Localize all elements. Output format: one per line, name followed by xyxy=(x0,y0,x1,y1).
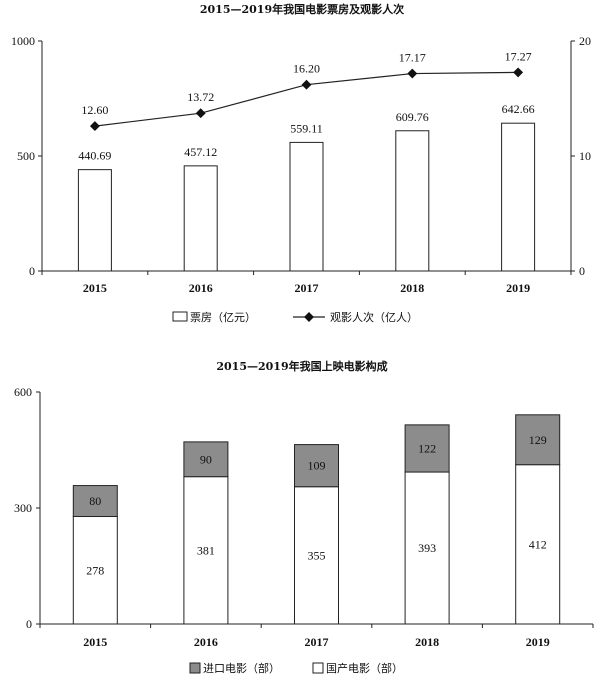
legend-imported-swatch xyxy=(189,662,201,674)
chart2-x-tick-label: 2018 xyxy=(415,635,439,649)
domestic-films-data-label: 381 xyxy=(197,543,215,557)
domestic-films-bar xyxy=(404,471,450,625)
legend-domestic-label: 国产电影（部） xyxy=(326,661,403,675)
box-office-bar xyxy=(395,130,430,272)
imported-films-bar xyxy=(72,485,118,518)
legend-imported-label: 进口电影（部） xyxy=(203,661,280,675)
imported-films-bar xyxy=(515,414,561,466)
attendance-data-label: 17.17 xyxy=(399,51,426,65)
box-office-bar xyxy=(289,141,324,272)
chart1-x-tick-label: 2017 xyxy=(295,281,319,295)
chart2-y-tick-label: 0 xyxy=(26,617,32,631)
chart2-x-tick-label: 2015 xyxy=(83,635,107,649)
chart1-x-tick-label: 2018 xyxy=(400,281,424,295)
domestic-films-data-label: 393 xyxy=(418,541,436,555)
chart2-y-tick-label: 300 xyxy=(14,501,32,515)
imported-films-bar xyxy=(294,444,339,488)
chart1-left-tick-label: 1000 xyxy=(11,34,35,48)
attendance-point xyxy=(195,108,206,119)
chart2-title: 2015—2019年我国上映电影构成 xyxy=(216,359,387,373)
box-office-bar xyxy=(77,169,112,272)
imported-films-data-label: 129 xyxy=(529,433,547,447)
attendance-point xyxy=(89,121,100,132)
domestic-films-bar xyxy=(515,464,561,625)
imported-films-data-label: 90 xyxy=(200,452,212,466)
chart1-x-tick-label: 2019 xyxy=(506,281,530,295)
chart2-x-tick-label: 2019 xyxy=(526,635,550,649)
attendance-data-label: 12.60 xyxy=(81,103,108,117)
legend-domestic-swatch xyxy=(312,662,324,674)
domestic-films-data-label: 412 xyxy=(529,537,547,551)
box-office-data-label: 642.66 xyxy=(502,102,535,116)
imported-films-data-label: 122 xyxy=(418,441,436,455)
domestic-films-bar xyxy=(72,516,118,625)
domestic-films-data-label: 278 xyxy=(86,563,104,577)
chart2-x-tick-label: 2017 xyxy=(305,635,329,649)
attendance-point xyxy=(513,67,524,78)
domestic-films-data-label: 355 xyxy=(308,548,326,562)
box-office-data-label: 609.76 xyxy=(396,110,429,124)
chart2-plot: 0 300 600 2015 2016 2017 2018 2019 278 80 381 90 355… xyxy=(14,385,594,649)
chart2-x-tick-label: 2016 xyxy=(194,635,218,649)
chart2-legend: 进口电影（部） 国产电影（部） xyxy=(189,661,403,675)
box-office-data-label: 440.69 xyxy=(78,149,111,163)
chart1-right-tick-label: 10 xyxy=(579,149,591,163)
attendance-point xyxy=(407,68,418,79)
chart1-legend: 票房（亿元） 观影人次（亿人） xyxy=(172,310,418,324)
chart1-left-tick-label: 0 xyxy=(29,264,35,278)
chart1-left-tick-label: 500 xyxy=(17,149,35,163)
box-office-data-label: 559.11 xyxy=(290,121,323,135)
imported-films-bar xyxy=(183,441,229,478)
chart1-plot: 0 500 1000 0 10 20 2015 2016 2017 2018 2019 440.69 4… xyxy=(11,34,591,295)
chart1-x-tick-label: 2015 xyxy=(83,281,107,295)
box-office-bar xyxy=(183,165,218,272)
chart1-right-tick-label: 20 xyxy=(579,34,591,48)
chart1-title: 2015—2019年我国电影票房及观影人次 xyxy=(200,2,404,16)
box-office-bar xyxy=(501,122,536,272)
box-office-data-label: 457.12 xyxy=(184,145,217,159)
chart2-y-tick-label: 600 xyxy=(14,385,32,399)
legend-box-office-label: 票房（亿元） xyxy=(190,311,256,324)
attendance-point xyxy=(301,79,312,90)
chart1-right-tick-label: 0 xyxy=(579,264,585,278)
imported-films-bar xyxy=(404,424,450,473)
legend-attendance-marker xyxy=(304,312,314,322)
chart1-x-tick-label: 2016 xyxy=(189,281,213,295)
attendance-data-label: 13.72 xyxy=(187,90,214,104)
domestic-films-bar xyxy=(183,476,229,625)
legend-attendance-label: 观影人次（亿人） xyxy=(330,310,418,324)
domestic-films-bar xyxy=(294,486,339,625)
legend-box-office-swatch xyxy=(172,311,188,322)
attendance-data-label: 16.20 xyxy=(293,62,320,76)
imported-films-data-label: 109 xyxy=(308,459,326,473)
imported-films-data-label: 80 xyxy=(89,494,101,508)
attendance-data-label: 17.27 xyxy=(505,49,532,63)
